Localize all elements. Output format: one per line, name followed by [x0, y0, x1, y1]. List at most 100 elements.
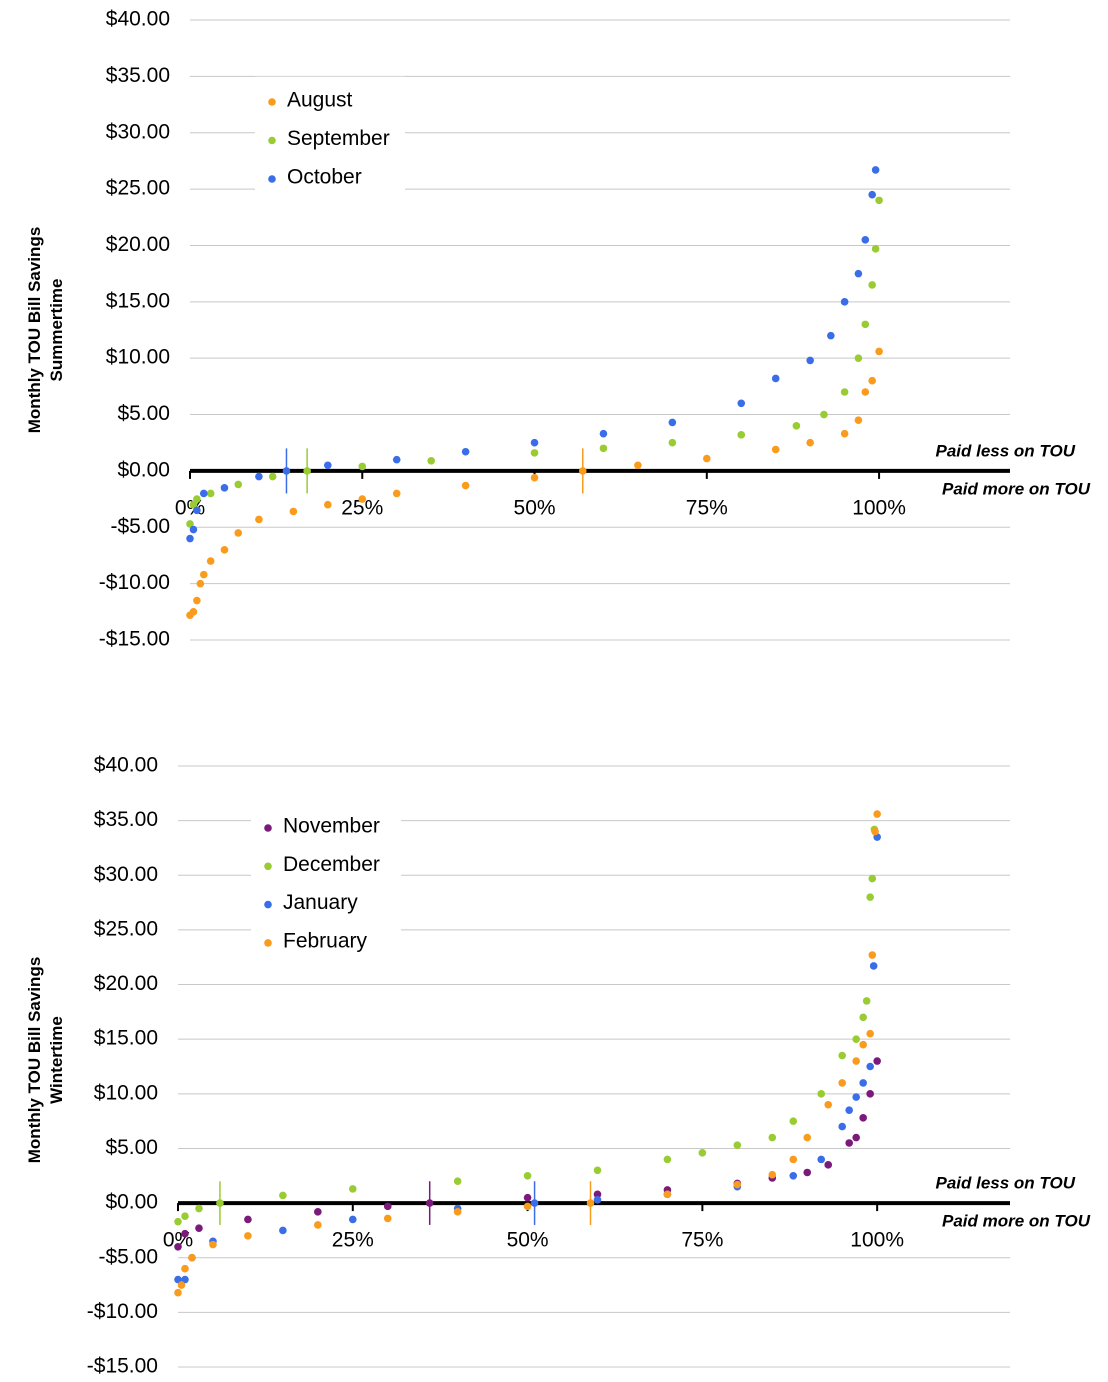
legend-label: December — [283, 853, 380, 876]
point — [181, 1264, 189, 1273]
y-tick-label: $5.00 — [117, 402, 170, 425]
point — [314, 1221, 322, 1229]
point — [188, 1253, 196, 1262]
point — [768, 1133, 777, 1142]
point — [862, 997, 871, 1005]
point — [289, 507, 298, 516]
y-tick-label: $20.00 — [94, 972, 158, 995]
point — [523, 1202, 532, 1211]
point — [866, 1029, 874, 1038]
chart: -$15.00 -$10.00 -$5.00 $0.00 $5.00 $10.00 $15.… — [25, 8, 1090, 651]
point — [792, 422, 801, 430]
point — [195, 1224, 203, 1233]
point — [530, 449, 539, 457]
point — [234, 480, 243, 489]
point — [859, 1040, 867, 1049]
y-tick-label: $15.00 — [94, 1027, 158, 1050]
y-tick-label: $40.00 — [94, 754, 158, 777]
x-tick-label: 100% — [850, 1229, 904, 1252]
point — [768, 1170, 777, 1179]
point — [530, 438, 539, 447]
legend-label: August — [287, 89, 353, 112]
point — [268, 472, 277, 481]
point — [871, 827, 879, 836]
point — [875, 196, 883, 205]
point — [806, 438, 814, 447]
point — [838, 1122, 847, 1131]
point — [852, 1093, 860, 1101]
point — [854, 416, 863, 424]
point — [859, 1013, 867, 1022]
point — [193, 495, 201, 503]
point — [174, 1275, 182, 1284]
point — [771, 374, 780, 383]
point — [244, 1215, 252, 1224]
point — [861, 236, 870, 244]
annotation: Paid less on TOU — [935, 441, 1075, 460]
x-tick-label: 75% — [686, 496, 728, 519]
point — [806, 356, 814, 365]
point — [861, 388, 870, 396]
point — [868, 951, 877, 959]
point — [803, 1133, 812, 1142]
point — [324, 461, 332, 470]
point — [220, 546, 229, 554]
point — [859, 1114, 867, 1122]
point — [869, 962, 878, 970]
point — [586, 1199, 595, 1207]
point — [279, 1226, 287, 1235]
point — [871, 166, 880, 174]
legend-label: October — [287, 166, 362, 189]
annotation: Paid more on TOU — [942, 1212, 1091, 1231]
y-axis-title-line: Wintertime — [47, 1016, 66, 1104]
point — [392, 489, 401, 498]
point — [668, 418, 677, 427]
legend-marker — [264, 900, 272, 909]
point — [348, 1215, 357, 1224]
y-axis-title: Monthly TOU Bill Savings Summertime — [25, 227, 66, 434]
legend-box — [251, 802, 401, 967]
point — [771, 445, 780, 454]
point — [461, 481, 470, 490]
annotation: Paid more on TOU — [942, 479, 1091, 498]
point — [817, 1090, 826, 1098]
point — [861, 320, 870, 329]
point — [845, 1139, 853, 1147]
point — [866, 1090, 874, 1098]
x-tick-label: 50% — [514, 496, 556, 519]
point — [868, 281, 876, 289]
y-tick-label: $35.00 — [106, 64, 170, 87]
point — [177, 1281, 186, 1289]
point — [698, 1149, 707, 1157]
legend-marker — [268, 98, 276, 106]
point — [209, 1240, 217, 1249]
y-tick-label: $15.00 — [106, 289, 170, 312]
point — [453, 1177, 462, 1186]
point — [427, 456, 435, 465]
x-tick-label: 25% — [341, 496, 383, 519]
point — [358, 462, 367, 471]
point — [873, 810, 881, 818]
point — [193, 596, 201, 605]
legend-marker — [264, 824, 272, 832]
y-tick-label: -$15.00 — [99, 628, 170, 651]
point — [824, 1161, 833, 1169]
point — [803, 1168, 812, 1177]
point — [873, 1057, 881, 1065]
point — [578, 467, 587, 475]
x-tick-label: 75% — [681, 1229, 723, 1252]
y-tick-label: -$10.00 — [99, 571, 170, 594]
point — [868, 376, 876, 385]
point — [206, 557, 215, 565]
x-tick-label: 0% — [175, 496, 205, 519]
legend-label: February — [283, 929, 368, 952]
legend-box — [255, 76, 405, 203]
y-tick-label: $20.00 — [106, 233, 170, 256]
y-tick-label: $0.00 — [117, 458, 170, 481]
point — [634, 461, 642, 470]
point — [866, 893, 874, 901]
point — [244, 1232, 252, 1240]
point — [733, 1141, 742, 1149]
point — [195, 1204, 203, 1213]
